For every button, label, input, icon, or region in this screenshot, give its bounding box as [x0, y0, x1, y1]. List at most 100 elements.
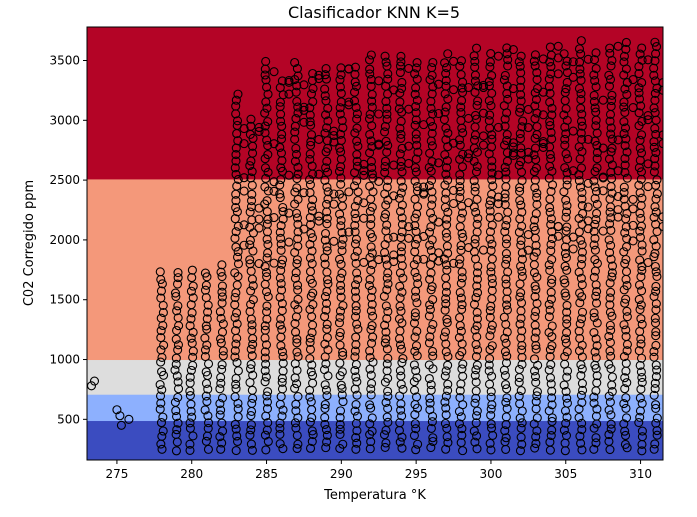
data-point	[472, 332, 482, 342]
data-point	[651, 360, 661, 370]
data-point	[293, 439, 303, 449]
data-point	[365, 181, 375, 191]
data-point	[606, 61, 616, 71]
data-point	[322, 123, 332, 133]
data-point	[260, 163, 271, 173]
data-point	[516, 200, 526, 210]
data-point	[590, 103, 600, 113]
data-point	[471, 43, 482, 53]
data-point	[329, 130, 339, 141]
data-point	[380, 156, 391, 166]
data-point	[412, 326, 422, 336]
data-point	[305, 117, 315, 127]
data-point	[320, 412, 330, 423]
data-point	[263, 239, 273, 250]
data-point	[425, 398, 435, 408]
data-point	[263, 140, 273, 151]
data-point	[307, 75, 317, 86]
data-point	[320, 403, 330, 413]
data-point	[381, 397, 391, 407]
data-point	[428, 295, 438, 305]
data-point	[186, 333, 196, 343]
data-point	[487, 239, 497, 249]
data-point	[383, 391, 393, 401]
data-point	[217, 298, 227, 308]
data-point	[230, 419, 240, 429]
data-point	[508, 138, 518, 148]
data-point	[293, 108, 303, 118]
data-point	[321, 359, 331, 369]
data-point	[365, 64, 375, 74]
data-point	[396, 176, 406, 186]
data-point	[263, 387, 273, 397]
data-point	[576, 259, 586, 270]
data-point	[292, 443, 302, 454]
data-point	[635, 412, 645, 422]
data-point	[366, 390, 376, 400]
data-point	[262, 301, 272, 311]
data-point	[457, 83, 467, 93]
data-point	[649, 70, 659, 80]
data-point	[547, 274, 557, 284]
data-point	[410, 69, 420, 79]
data-point	[502, 156, 512, 166]
data-point	[544, 260, 554, 270]
data-point	[335, 413, 345, 423]
data-point	[382, 366, 392, 376]
data-point	[277, 306, 287, 316]
data-point	[293, 219, 303, 229]
data-point	[321, 298, 332, 308]
data-point	[592, 140, 602, 150]
data-point	[634, 94, 645, 104]
data-point	[308, 68, 318, 79]
data-point	[591, 186, 601, 197]
data-point	[473, 213, 483, 223]
data-point	[156, 293, 166, 303]
data-point	[321, 385, 331, 395]
data-point	[500, 333, 510, 343]
data-point	[577, 109, 587, 119]
data-point	[230, 163, 240, 173]
data-point	[621, 134, 631, 144]
data-point	[499, 75, 509, 85]
data-point	[277, 298, 287, 309]
data-point	[366, 156, 376, 166]
data-point	[322, 219, 332, 229]
chart-title: Clasificador KNN K=5	[288, 3, 460, 22]
data-point	[156, 345, 166, 355]
data-point	[561, 61, 571, 71]
data-point	[634, 83, 644, 93]
x-axis-ticks: 275 280 285 290 295 300 305 310	[105, 460, 652, 481]
data-point	[292, 183, 302, 193]
data-point	[577, 445, 587, 455]
data-point	[336, 147, 346, 157]
data-point	[544, 74, 554, 84]
data-point	[382, 114, 392, 124]
data-point	[171, 446, 181, 456]
data-point	[547, 416, 557, 427]
data-point	[577, 254, 587, 264]
data-point	[305, 253, 315, 263]
data-point	[559, 380, 569, 390]
data-point	[591, 215, 601, 225]
data-point	[329, 189, 339, 199]
data-point	[365, 419, 375, 429]
data-point	[457, 339, 467, 349]
data-point	[529, 56, 539, 66]
data-point	[412, 95, 422, 105]
data-point	[546, 127, 556, 138]
data-point	[546, 278, 557, 288]
data-point	[500, 380, 511, 390]
data-point	[336, 273, 346, 283]
data-point	[619, 97, 629, 107]
data-point	[232, 431, 242, 441]
data-point	[307, 311, 317, 322]
data-point	[516, 423, 526, 433]
data-point	[501, 174, 511, 184]
data-point	[472, 268, 482, 278]
data-point	[397, 213, 407, 223]
data-point	[275, 320, 285, 330]
data-point	[649, 235, 659, 245]
data-point	[619, 129, 629, 139]
data-point	[545, 265, 555, 275]
